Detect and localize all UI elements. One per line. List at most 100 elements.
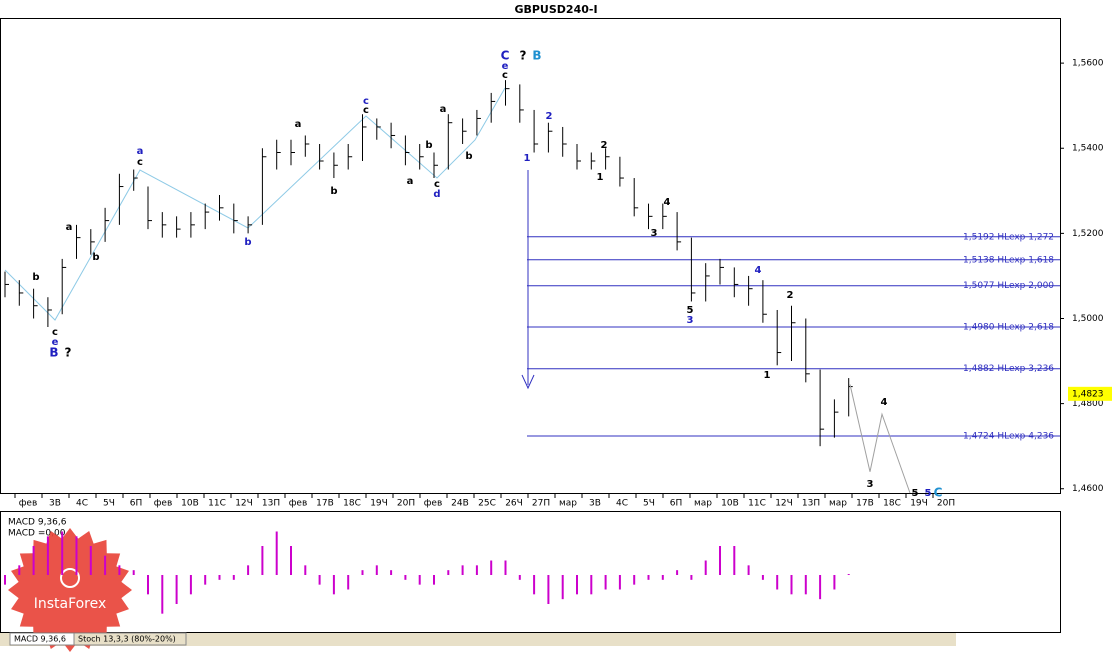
x-tick-label: 20П (397, 499, 415, 509)
x-tick-label: 5Ч (103, 499, 115, 509)
x-tick-label: 11С (208, 499, 226, 509)
x-tick-label: 11С (748, 499, 766, 509)
wave-label: 3 (867, 479, 874, 490)
wave-label: c (434, 179, 440, 190)
wave-label: 2 (546, 111, 553, 122)
logo: InstaForex (8, 528, 132, 652)
wave-label: b (244, 237, 251, 248)
wave-label: 1 (764, 370, 771, 381)
x-tick-label: 17В (316, 499, 334, 509)
wave-label: c (137, 157, 143, 168)
wave-label: c (363, 105, 369, 116)
wave-label: 1 (524, 153, 531, 164)
y-tick-label: 1,5200 (1072, 229, 1104, 239)
level-label: 1,5138 HLexp 1,618 (963, 255, 1054, 265)
x-tick-label: мар (694, 499, 712, 509)
x-tick-label: 10В (181, 499, 199, 509)
wave-label: c (363, 96, 369, 107)
x-tick-label: 12Ч (235, 499, 253, 509)
tab-bar (0, 633, 956, 646)
x-tick-label: 20П (937, 499, 955, 509)
wave-label: b (330, 186, 337, 197)
wave-label: a (66, 222, 73, 233)
x-tick-label: 3В (589, 499, 601, 509)
wave-label: ? (65, 346, 72, 360)
x-tick-label: 27П (532, 499, 550, 509)
x-tick-label: 24В (451, 499, 469, 509)
x-tick-label: 26Ч (505, 499, 523, 509)
wave-label: b (32, 272, 39, 283)
x-tick-label: фев (424, 499, 443, 509)
wave-label: 4 (755, 265, 762, 276)
x-tick-label: 6П (670, 499, 683, 509)
x-tick-label: фев (289, 499, 308, 509)
x-tick-label: 13П (802, 499, 820, 509)
x-tick-label: 18С (883, 499, 901, 509)
y-tick-label: 1,5000 (1072, 314, 1104, 324)
wave-label: 4 (881, 397, 888, 408)
price-tag (1068, 386, 1112, 401)
y-tick-label: 1,4800 (1072, 399, 1104, 409)
x-tick-label: 12Ч (775, 499, 793, 509)
wave-label: C (501, 49, 510, 63)
logo-text: InstaForex (34, 596, 107, 612)
wave-label: e (502, 61, 509, 72)
logo-badge (8, 528, 132, 652)
wave-label: e (52, 337, 59, 348)
wave-label: 2 (787, 290, 794, 301)
wave-label: 5 (687, 305, 694, 316)
wave-line (4, 87, 506, 321)
x-tick-label: 17В (856, 499, 874, 509)
level-label: 1,5077 HLexp 2,000 (963, 281, 1054, 291)
x-tick-label: 18С (343, 499, 361, 509)
x-tick-label: фев (154, 499, 173, 509)
tab-label: MACD 9,36,6 (14, 635, 66, 644)
x-tick-label: 25С (478, 499, 496, 509)
price-tag-label: 1,4823 (1072, 389, 1104, 399)
wave-label: B (532, 49, 541, 63)
x-tick-label: 19Ч (910, 499, 928, 509)
x-tick-label: 3В (49, 499, 61, 509)
wave-label: b (92, 252, 99, 263)
wave-label: d (433, 189, 440, 200)
level-label: 1,4724 HLexp 4,236 (963, 431, 1054, 441)
target-arrow (521, 374, 535, 390)
tab (73, 632, 187, 646)
wave-label: 5 (912, 488, 919, 499)
level-label: 1,5192 HLexp 1,272 (963, 232, 1054, 242)
x-tick-label: мар (829, 499, 847, 509)
x-tick-label: 5Ч (643, 499, 655, 509)
logo-icon (60, 568, 80, 588)
wave-label: 2 (601, 140, 608, 151)
x-tick-label: 10В (721, 499, 739, 509)
indicator-frame (0, 511, 1061, 633)
wave-label: ? (520, 49, 527, 63)
wave-label: B (49, 346, 58, 360)
wave-label: a (407, 176, 414, 187)
wave-label: C (934, 486, 943, 500)
wave-label: b (465, 151, 472, 162)
y-tick-label: 1,4600 (1072, 484, 1104, 494)
wave-label: c (502, 70, 508, 81)
x-tick-label: 13П (262, 499, 280, 509)
x-tick-label: 4С (76, 499, 88, 509)
x-tick-label: 19Ч (370, 499, 388, 509)
y-tick-label: 1,5400 (1072, 144, 1104, 154)
wave-label: c (52, 327, 58, 338)
wave-label: a (440, 104, 447, 115)
x-tick-label: 4С (616, 499, 628, 509)
projection (849, 384, 911, 494)
indicator-value: MACD =0,00 (8, 529, 66, 539)
wave-label: 3 (687, 315, 694, 326)
wave-label: 5 (925, 488, 932, 499)
main-frame (0, 18, 1061, 494)
wave-label: 3 (651, 228, 658, 239)
level-label: 1,4980 HLexp 2,618 (963, 323, 1054, 333)
x-tick-label: фев (19, 499, 38, 509)
wave-label: 1 (597, 172, 604, 183)
wave-label: 4 (664, 197, 671, 208)
indicator-title: MACD 9,36,6 (8, 518, 67, 528)
level-label: 1,4882 HLexp 3,236 (963, 364, 1054, 374)
x-tick-label: мар (559, 499, 577, 509)
